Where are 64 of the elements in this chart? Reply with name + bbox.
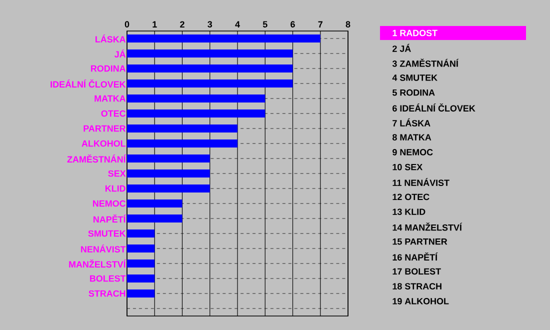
- y-tick-label: IDEÁLNÍ ČLOVEK: [50, 79, 126, 88]
- bar: [127, 170, 210, 178]
- bar: [127, 290, 155, 298]
- text: 2 JÁ: [392, 44, 411, 52]
- y-tick-label: NAPĚTÍ: [94, 214, 126, 223]
- text: 13 KLID: [392, 208, 426, 215]
- bar: [127, 80, 293, 88]
- y-tick-label: PARTNER: [84, 125, 126, 132]
- y-tick-label: ALKOHOL: [82, 140, 126, 147]
- text: 14 MANŽELSTVÍ: [392, 222, 462, 231]
- y-tick-label: KLID: [105, 185, 126, 192]
- bar: [127, 140, 238, 148]
- x-tick-label: 0: [124, 21, 130, 28]
- y-tick-label: JÁ: [114, 49, 126, 58]
- y-tick-label: OTEC: [101, 110, 126, 117]
- bar: [127, 50, 293, 58]
- x-tick-label: 8: [346, 21, 350, 28]
- text: 19 ALKOHOL: [392, 298, 449, 304]
- bar: [127, 274, 155, 283]
- bar: [127, 214, 182, 223]
- text: 16 NAPĚTÍ: [392, 252, 438, 261]
- x-tick-label: 4: [235, 21, 240, 28]
- bar: [127, 34, 320, 43]
- y-tick-label: NEMOC: [93, 200, 126, 207]
- y-tick-label: SMUTEK: [88, 230, 126, 237]
- x-tick-label: 3: [208, 21, 212, 28]
- y-tick-label: SEX: [108, 170, 126, 177]
- x-tick-label: 7: [318, 21, 322, 28]
- text: 11 NENÁVIST: [392, 178, 450, 186]
- text: 3 ZAMĚSTNÁNÍ: [392, 58, 459, 67]
- bar: [127, 154, 210, 163]
- text: 12 OTEC: [392, 194, 430, 200]
- y-tick-label: STRACH: [88, 290, 126, 297]
- y-tick-label: BOLEST: [90, 275, 126, 282]
- bar: [127, 110, 266, 118]
- bar: [127, 64, 293, 73]
- bar: [127, 260, 155, 268]
- bar: [127, 200, 182, 208]
- text: 6 IDEÁLNÍ ČLOVEK: [392, 103, 476, 112]
- text: 17 BOLEST: [392, 268, 441, 275]
- bar: [127, 124, 238, 133]
- y-tick-label: LÁSKA: [96, 34, 126, 43]
- text: 15 PARTNER: [392, 238, 448, 245]
- text: 18 STRACH: [392, 283, 442, 290]
- y-tick-label: NENÁVIST: [81, 244, 126, 253]
- text: 8 MATKA: [392, 134, 432, 140]
- bar: [127, 94, 266, 103]
- y-tick-label: ZAMĚSTNÁNÍ: [67, 154, 126, 163]
- y-tick-label: RODINA: [91, 65, 126, 72]
- bar: [127, 184, 210, 193]
- text: 7 LÁSKA: [392, 118, 430, 126]
- x-tick-label: 6: [290, 21, 295, 28]
- text: 5 RODINA: [392, 89, 435, 96]
- text: 4 SMUTEK: [392, 74, 438, 81]
- text: 10 SEX: [392, 164, 423, 170]
- bar: [127, 244, 155, 253]
- text: 1 RADOST: [392, 30, 438, 36]
- y-tick-label: MANŽELSTVÍ: [69, 259, 126, 268]
- bar: [127, 230, 155, 238]
- x-tick-label: 2: [180, 21, 184, 28]
- y-tick-label: MATKA: [94, 95, 126, 102]
- x-tick-label: 1: [152, 21, 157, 28]
- text: 9 NEMOC: [392, 149, 433, 156]
- x-tick-label: 5: [262, 21, 268, 28]
